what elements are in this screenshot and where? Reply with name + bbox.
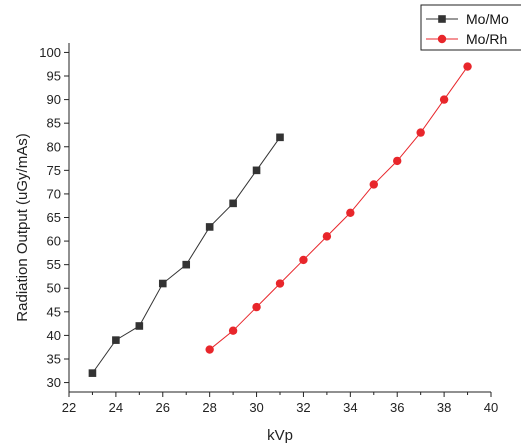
data-point-mo-mo: [135, 322, 144, 330]
y-tick-label: 100: [39, 45, 61, 60]
y-tick-label: 95: [47, 69, 61, 84]
x-tick-label: 22: [62, 400, 76, 415]
axes: [68, 43, 491, 393]
y-axis-title: Radiation Output (uGy/mAs): [14, 133, 31, 321]
data-point-mo-mo: [252, 166, 261, 175]
data-point-mo-mo: [182, 260, 191, 269]
x-tick-label: 38: [437, 400, 451, 415]
data-point-mo-rh: [369, 180, 378, 189]
legend-label-mo-rh: Mo/Rh: [466, 31, 507, 47]
x-tick-label: 40: [484, 400, 498, 415]
data-point-mo-mo: [88, 369, 97, 377]
data-point-mo-rh: [416, 128, 425, 137]
data-point-mo-rh: [393, 156, 402, 166]
y-tick-label: 50: [47, 281, 61, 296]
y-tick-label: 75: [47, 163, 61, 178]
data-point-mo-mo: [229, 199, 237, 208]
data-point-mo-rh: [299, 255, 308, 265]
data-point-mo-mo: [205, 223, 214, 231]
data-point-mo-rh: [252, 302, 261, 312]
data-point-mo-mo: [112, 336, 120, 344]
data-point-mo-rh: [439, 95, 449, 104]
x-tick-label: 24: [109, 400, 123, 415]
y-tick-label: 70: [47, 186, 61, 201]
y-tick-label: 65: [47, 210, 61, 225]
legend-marker-mo-mo: [438, 15, 446, 23]
x-axis-title: kVp: [267, 427, 293, 444]
data-point-mo-rh: [463, 62, 472, 71]
x-tick-label: 30: [249, 400, 263, 415]
x-tick-label: 26: [156, 400, 170, 415]
x-tick-label: 32: [296, 400, 310, 415]
data-point-mo-rh: [228, 326, 238, 335]
y-tick-label: 35: [47, 351, 61, 366]
x-tick-label: 28: [202, 400, 216, 415]
y-tick-label: 55: [47, 257, 61, 272]
data-point-mo-mo: [158, 279, 167, 288]
y-tick-label: 40: [47, 328, 61, 343]
data-point-mo-rh: [275, 279, 285, 288]
x-tick-label: 34: [343, 400, 357, 415]
y-tick-label: 45: [47, 304, 61, 319]
data-point-mo-rh: [346, 208, 355, 217]
y-tick-label: 90: [47, 92, 61, 107]
legend-label-mo-mo: Mo/Mo: [466, 11, 509, 27]
y-tick-label: 85: [47, 116, 61, 131]
x-tick-label: 36: [390, 400, 404, 415]
y-tick-label: 30: [47, 375, 61, 390]
y-tick-label: 80: [47, 139, 61, 154]
legend-marker-mo-rh: [437, 34, 447, 44]
legend-items: Mo/Mo Mo/Rh: [426, 11, 509, 47]
data-point-mo-rh: [205, 345, 214, 354]
series-layer: [88, 62, 472, 377]
legend: Mo/Mo Mo/Rh: [420, 4, 521, 51]
y-axis-ticks: 30 35 40 45 50 55 60 65 70 75 80 85 90 95 100: [39, 45, 69, 390]
data-point-mo-mo: [276, 133, 284, 142]
series-line-mo-rh: [209, 66, 468, 350]
y-tick-label: 60: [47, 234, 61, 249]
legend-box: [420, 4, 521, 51]
series-line-mo-mo: [92, 137, 281, 374]
data-point-mo-rh: [322, 232, 332, 241]
x-axis-ticks: 22 24 26 28 30 32 34 36 38 40: [62, 392, 498, 415]
